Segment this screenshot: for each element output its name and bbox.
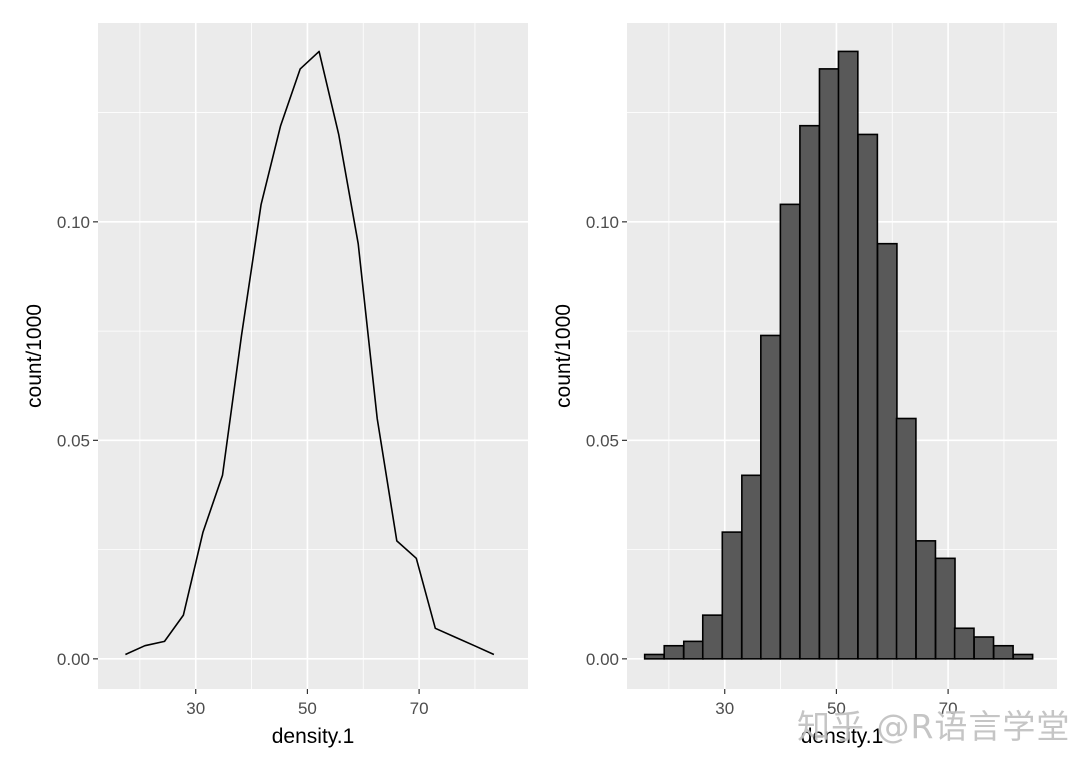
histogram-bar [973,636,995,660]
panel-background [98,23,528,689]
histogram-bar [837,50,859,660]
y-tick-label: 0.05 [57,431,90,450]
histogram-bar [1012,653,1034,660]
y-axis-title: count/1000 [552,304,575,408]
x-axis-title: density.1 [272,725,355,748]
histogram-bar [760,334,782,660]
histogram-bar [876,242,898,660]
histogram-bar [741,474,763,660]
x-tick-label: 30 [186,699,205,718]
histogram-bar [818,68,840,660]
x-tick-label: 50 [827,699,846,718]
histogram-bar [643,653,665,660]
histogram-bar [915,540,937,660]
histogram-bar [895,417,917,660]
y-tick-label: 0.05 [586,431,619,450]
frequency-polygon-panel: 30 50 70 0.00 0.05 0.10 density.1 count/1000 [23,23,528,748]
histogram-bar [799,124,821,660]
x-tick-label: 70 [939,699,958,718]
watermark: 知乎 @R语言学堂 [797,707,1071,746]
x-tick-label: 70 [410,699,429,718]
y-axis-title: count/1000 [23,304,46,408]
y-tick-label: 0.00 [586,650,619,669]
histogram-bar [663,644,685,660]
y-tick-label: 0.00 [57,650,90,669]
histogram-bar [953,627,975,660]
y-tick-label: 0.10 [586,213,619,232]
histogram-bar [992,644,1014,660]
histogram-panel: 30 50 70 0.00 0.05 0.10 density.1 count/1000 [552,23,1057,748]
histogram-bar [721,531,743,660]
x-tick-label: 30 [715,699,734,718]
histogram-bar [857,133,879,660]
histogram-bar [701,614,723,660]
y-tick-label: 0.10 [57,213,90,232]
frequency-line [125,50,495,656]
histogram-bar [779,203,801,660]
x-tick-label: 50 [298,699,317,718]
histogram-bar [682,640,704,660]
histogram-bar [934,557,956,660]
x-axis-title: density.1 [801,725,884,748]
